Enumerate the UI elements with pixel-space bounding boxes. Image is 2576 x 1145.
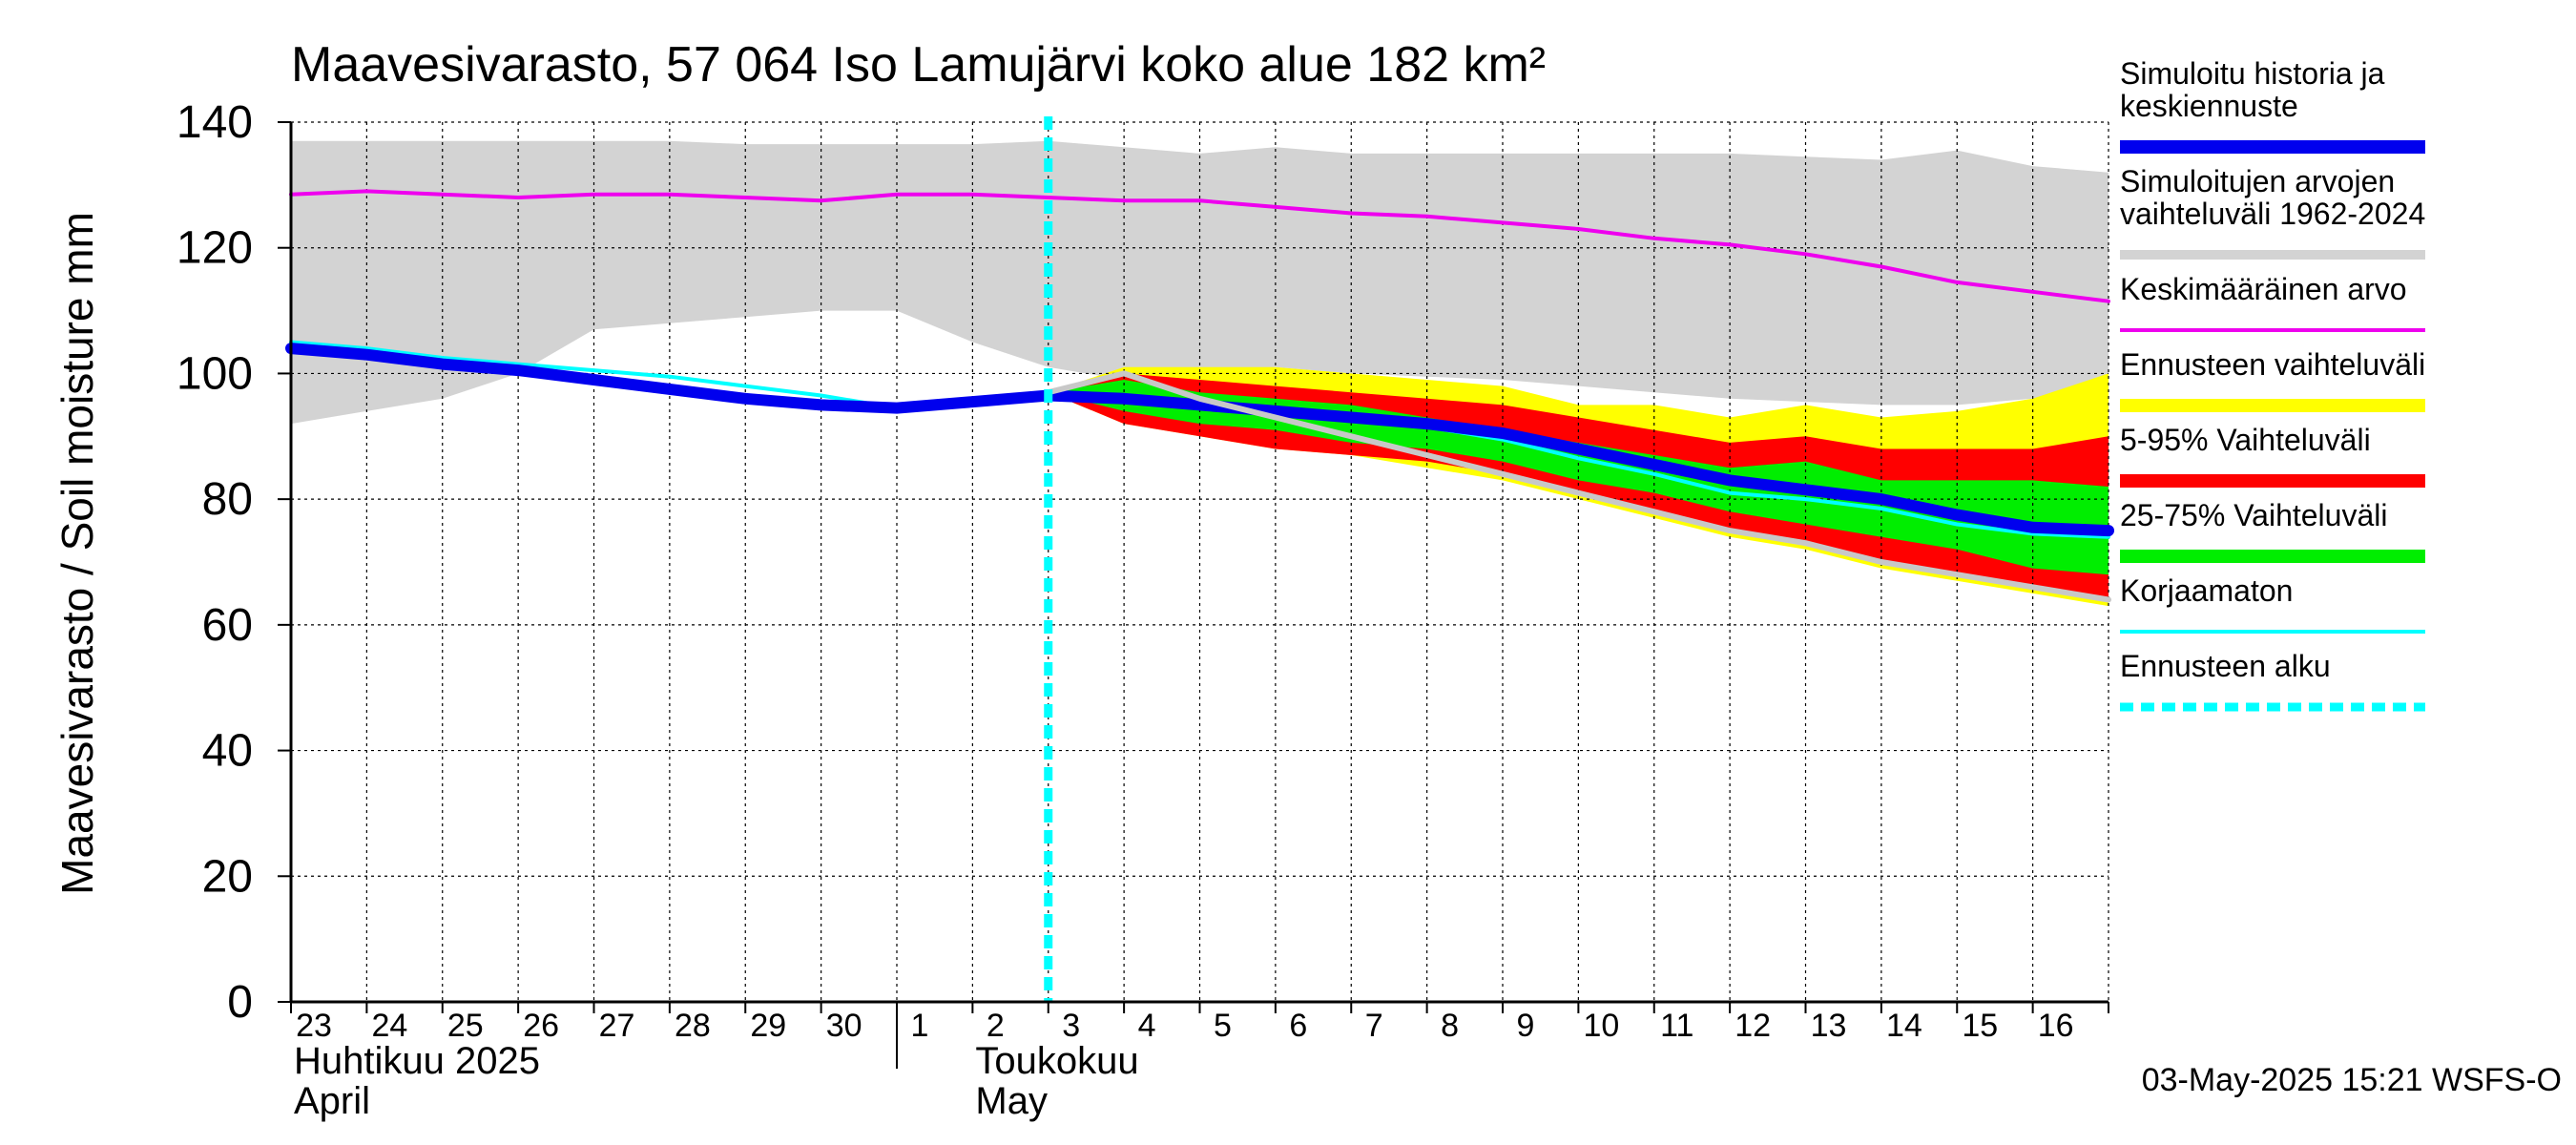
- x-tick-label: 12: [1735, 1008, 1771, 1044]
- legend-label: keskiennuste: [2120, 89, 2298, 123]
- x-tick-label: 5: [1214, 1008, 1232, 1044]
- legend-label: 25-75% Vaihteluväli: [2120, 498, 2387, 532]
- x-tick-label: 2: [987, 1008, 1005, 1044]
- month-label-en: May: [975, 1080, 1048, 1122]
- month-label: Toukokuu: [975, 1040, 1138, 1082]
- legend-label: Korjaamaton: [2120, 573, 2293, 608]
- line-simuloitu-historia-ja-keskiennuste: [285, 343, 2114, 537]
- x-tick-label: 15: [1962, 1008, 1998, 1044]
- timestamp: 03-May-2025 15:21 WSFS-O: [2142, 1062, 2562, 1098]
- legend-label: Ennusteen vaihteluväli: [2120, 347, 2425, 382]
- x-tick-label: 28: [675, 1008, 711, 1044]
- x-tick-label: 4: [1138, 1008, 1156, 1044]
- legend-label: Simuloitujen arvojen: [2120, 164, 2395, 198]
- x-tick-label: 6: [1289, 1008, 1307, 1044]
- x-tick-label: 16: [2038, 1008, 2074, 1044]
- x-tick-label: 9: [1517, 1008, 1535, 1044]
- chart-title: Maavesivarasto, 57 064 Iso Lamujärvi kok…: [291, 37, 1546, 93]
- x-tick-label: 11: [1660, 1008, 1693, 1044]
- grid-layer: [291, 121, 2109, 1002]
- x-tick-label: 10: [1583, 1008, 1619, 1044]
- legend-label: Ennusteen alku: [2120, 649, 2331, 683]
- month-label-en: April: [294, 1080, 370, 1122]
- x-tick-label: 29: [750, 1008, 786, 1044]
- line-keskim-r-inen-arvo: [289, 189, 2110, 303]
- x-tick-label: 30: [826, 1008, 862, 1044]
- y-tick-label: 20: [202, 851, 253, 902]
- y-axis-label: Maavesivarasto / Soil moisture mm: [52, 212, 102, 895]
- legend-label: 5-95% Vaihteluväli: [2120, 423, 2371, 457]
- y-tick-label: 140: [177, 97, 253, 148]
- legend-label: vaihteluväli 1962-2024: [2120, 197, 2425, 231]
- x-tick-label: 7: [1365, 1008, 1383, 1044]
- legend-label: Keskimääräinen arvo: [2120, 272, 2407, 306]
- month-label: Huhtikuu 2025: [294, 1040, 540, 1082]
- x-tick-label: 27: [599, 1008, 635, 1044]
- x-tick-label: 13: [1811, 1008, 1847, 1044]
- x-tick-label: 26: [523, 1008, 559, 1044]
- x-tick-label: 24: [371, 1008, 407, 1044]
- x-tick-label: 3: [1062, 1008, 1080, 1044]
- y-tick-label: 120: [177, 223, 253, 274]
- y-tick-label: 80: [202, 474, 253, 525]
- x-tick-label: 8: [1441, 1008, 1459, 1044]
- line-lowest-simulated-trace: [1045, 370, 2111, 603]
- line-layer: [285, 116, 2114, 1002]
- y-tick-label: 100: [177, 348, 253, 399]
- y-tick-label: 40: [202, 726, 253, 777]
- x-tick-label: 14: [1886, 1008, 1922, 1044]
- legend-label: Simuloitu historia ja: [2120, 56, 2385, 91]
- y-tick-label: 0: [227, 977, 253, 1028]
- x-tick-label: 25: [447, 1008, 484, 1044]
- x-tick-label: 23: [296, 1008, 332, 1044]
- x-tick-label: 1: [911, 1008, 929, 1044]
- y-tick-label: 60: [202, 600, 253, 651]
